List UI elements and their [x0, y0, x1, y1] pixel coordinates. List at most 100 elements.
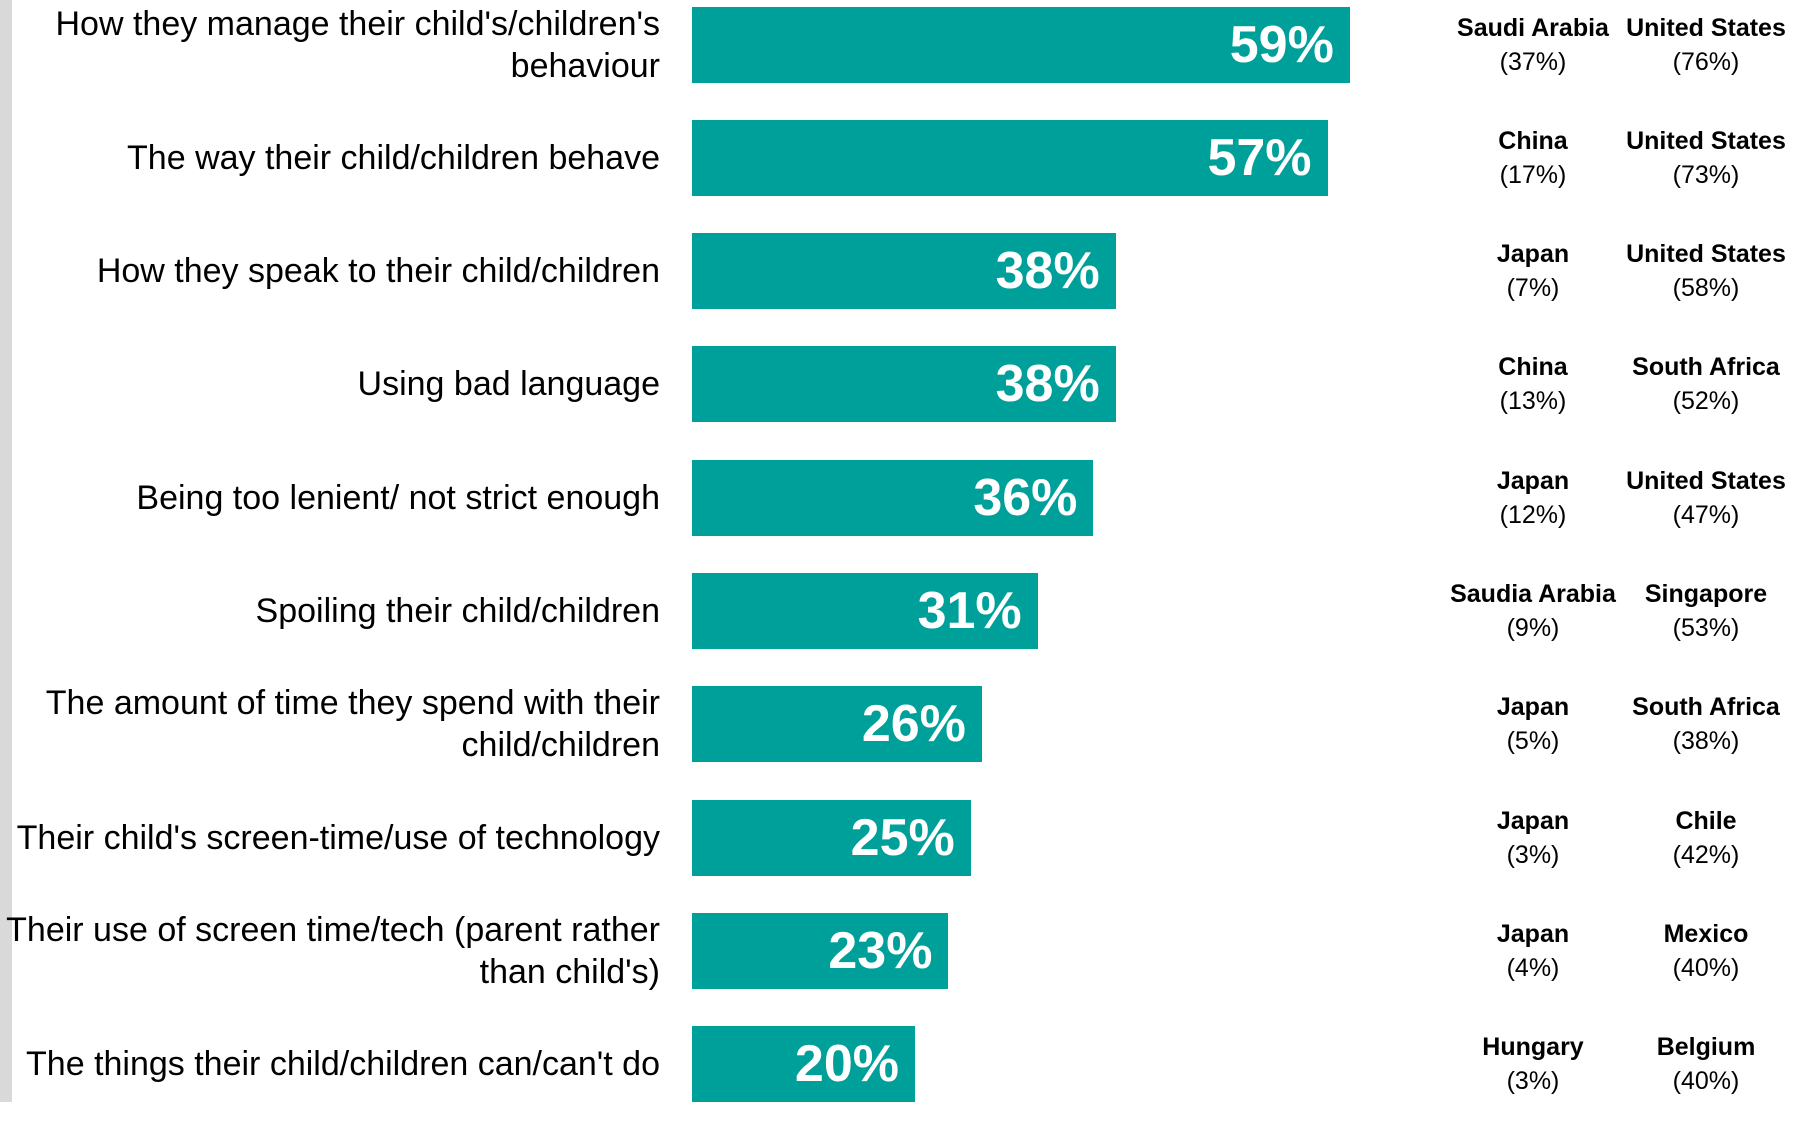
chart-row: How they speak to their child/children 38…	[0, 215, 1806, 328]
lowest-country-cell: Japan (12%)	[1443, 464, 1623, 532]
bar-value-label: 20%	[794, 1035, 899, 1094]
highest-country-cell: Belgium (40%)	[1616, 1030, 1796, 1098]
highest-country-percent: (76%)	[1672, 47, 1740, 76]
lowest-country-name: Saudia Arabia	[1450, 580, 1616, 608]
highest-country-name: Singapore	[1644, 580, 1768, 608]
category-label: How they speak to their child/children	[96, 252, 660, 291]
highest-country-percent: (52%)	[1672, 387, 1740, 416]
bar: 38%	[692, 233, 1116, 310]
highest-country-name: South Africa	[1632, 353, 1780, 382]
lowest-country-cell: Japan (3%)	[1443, 804, 1623, 872]
highest-country-cell: Mexico (40%)	[1616, 917, 1796, 985]
category-label: Being too lenient/ not strict enough	[136, 478, 660, 517]
bar-value-label: 31%	[917, 582, 1022, 640]
highest-country-percent: (53%)	[1672, 614, 1740, 642]
bar: 36%	[692, 459, 1094, 536]
lowest-country-percent: (4%)	[1506, 953, 1560, 982]
highest-country-name: Chile	[1675, 806, 1737, 835]
highest-country-percent: (47%)	[1672, 500, 1740, 529]
lowest-country-cell: Japan (7%)	[1443, 237, 1623, 305]
bar-value-label: 23%	[828, 921, 933, 980]
lowest-country-name: Saudi Arabia	[1457, 13, 1609, 42]
bar-value-label: 38%	[995, 242, 1100, 301]
bar-value-label: 25%	[850, 808, 955, 867]
highest-country-name: United States	[1626, 126, 1786, 155]
lowest-country-cell: Japan (4%)	[1443, 917, 1623, 985]
bar-value-label: 59%	[1229, 15, 1334, 74]
chart-row: Their child's screen-time/use of technol…	[0, 781, 1806, 894]
bar: 26%	[692, 686, 982, 763]
category-label: Spoiling their child/children	[255, 592, 660, 630]
chart-row: How they manage their child's/children's…	[0, 0, 1806, 101]
chart-row: Using bad language 38% China (13%) South Afr…	[0, 328, 1806, 441]
highest-country-name: Belgium	[1656, 1033, 1756, 1062]
lowest-country-name: Hungary	[1482, 1033, 1584, 1062]
highest-country-cell: United States (58%)	[1616, 237, 1796, 305]
lowest-country-name: Japan	[1496, 806, 1570, 835]
highest-country-cell: United States (73%)	[1616, 124, 1796, 192]
bar: 38%	[692, 346, 1116, 423]
bar-value-label: 26%	[861, 695, 966, 754]
bar-value-label: 36%	[973, 468, 1078, 527]
lowest-country-name: Japan	[1496, 693, 1570, 722]
category-label: How they manage their child's/children's…	[55, 4, 661, 85]
highest-country-name: Mexico	[1663, 919, 1749, 948]
category-label: The amount of time they spend with their…	[45, 684, 660, 765]
highest-country-percent: (40%)	[1672, 953, 1740, 982]
highest-country-name: United States	[1626, 240, 1786, 269]
category-label: Using bad language	[357, 365, 660, 404]
lowest-country-percent: (12%)	[1499, 500, 1567, 529]
chart-row: The amount of time they spend with their…	[0, 668, 1806, 781]
category-label: The way their child/children behave	[127, 138, 660, 177]
lowest-country-percent: (7%)	[1506, 274, 1560, 303]
lowest-country-cell: China (13%)	[1443, 350, 1623, 418]
left-edge-strip	[0, 0, 12, 1102]
highest-country-cell: South Africa (38%)	[1616, 690, 1796, 758]
lowest-country-name: China	[1498, 126, 1568, 155]
chart-row: The things their child/children can/can'…	[0, 1008, 1806, 1121]
category-label: The things their child/children can/can'…	[26, 1045, 660, 1084]
highest-country-name: United States	[1626, 13, 1786, 42]
lowest-country-name: China	[1498, 353, 1568, 382]
lowest-country-cell: Japan (5%)	[1443, 690, 1623, 758]
bar: 20%	[692, 1026, 915, 1103]
category-label: Their child's screen-time/use of technol…	[16, 818, 660, 857]
chart-row: Spoiling their child/children 31% Saudia A…	[0, 555, 1806, 668]
lowest-country-name: Japan	[1496, 240, 1570, 269]
bar-value-label: 57%	[1207, 128, 1312, 187]
highest-country-cell: South Africa (52%)	[1616, 350, 1796, 418]
bar: 23%	[692, 912, 949, 989]
lowest-country-percent: (5%)	[1506, 727, 1560, 756]
highest-country-percent: (42%)	[1672, 840, 1740, 869]
highest-country-percent: (73%)	[1672, 160, 1740, 189]
highest-country-name: United States	[1626, 466, 1786, 495]
bar: 59%	[692, 6, 1350, 83]
chart-row: Their use of screen time/tech (parent ra…	[0, 894, 1806, 1007]
highest-country-cell: United States (47%)	[1616, 464, 1796, 532]
chart-row: Being too lenient/ not strict enough 36% J…	[0, 441, 1806, 554]
highest-country-percent: (58%)	[1672, 274, 1740, 303]
lowest-country-percent: (17%)	[1499, 160, 1567, 189]
bar: 57%	[692, 119, 1328, 196]
lowest-country-percent: (37%)	[1499, 47, 1567, 76]
lowest-country-percent: (3%)	[1506, 1067, 1560, 1096]
lowest-country-cell: Hungary (3%)	[1443, 1030, 1623, 1098]
lowest-country-cell: Saudia Arabia (9%)	[1443, 577, 1623, 645]
highest-country-cell: Singapore (53%)	[1616, 577, 1796, 645]
highest-country-percent: (40%)	[1672, 1067, 1740, 1096]
bar: 31%	[692, 573, 1038, 649]
lowest-country-percent: (9%)	[1506, 614, 1560, 642]
lowest-country-cell: China (17%)	[1443, 124, 1623, 192]
lowest-country-name: Japan	[1496, 919, 1570, 948]
bar-value-label: 38%	[995, 355, 1100, 414]
lowest-country-name: Japan	[1496, 466, 1570, 495]
lowest-country-percent: (3%)	[1506, 840, 1560, 869]
category-label: Their use of screen time/tech (parent ra…	[6, 910, 660, 991]
bar: 25%	[692, 799, 971, 876]
highest-country-cell: Chile (42%)	[1616, 804, 1796, 872]
chart-row: The way their child/children behave 57% Ch…	[0, 101, 1806, 214]
highest-country-percent: (38%)	[1672, 727, 1740, 756]
highest-country-cell: United States (76%)	[1616, 11, 1796, 79]
lowest-country-percent: (13%)	[1499, 387, 1567, 416]
